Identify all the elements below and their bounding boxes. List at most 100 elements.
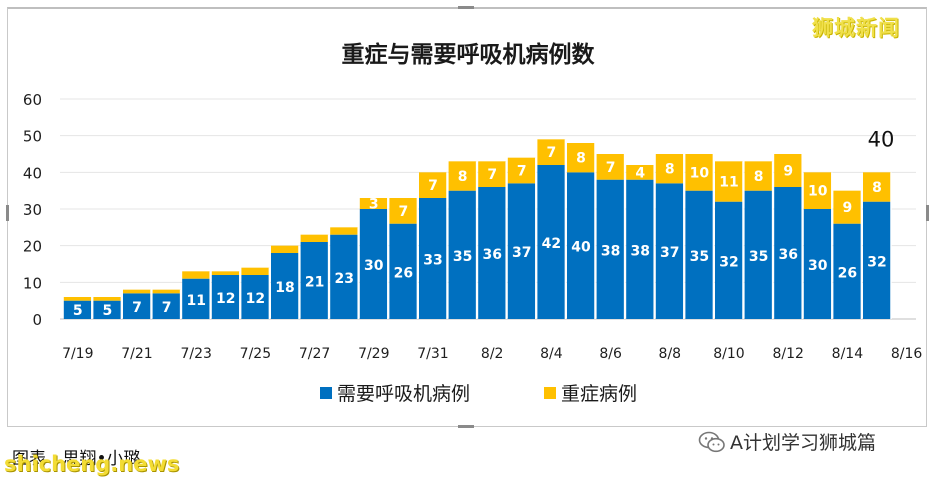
bar-critical (448, 161, 477, 191)
bar-value-label: 18 (275, 280, 294, 296)
x-tick-label: 7/19 (62, 346, 93, 362)
bar-value-label: 35 (453, 249, 472, 265)
bar-ventilator (567, 172, 595, 319)
bar-critical (567, 143, 595, 173)
x-tick-label: 8/10 (713, 346, 744, 362)
bar-value-label: 38 (601, 243, 620, 259)
bar-value-label: 7 (132, 300, 142, 316)
bar-ventilator (123, 293, 151, 319)
bar-critical (685, 154, 714, 191)
bar-value-label: 10 (690, 165, 710, 181)
y-tick-label: 10 (23, 274, 42, 292)
y-tick-label: 0 (32, 311, 42, 329)
bar-value-label: 26 (394, 265, 413, 281)
bar-ventilator (596, 179, 625, 319)
bar-value-label: 9 (783, 164, 793, 180)
x-tick-label: 8/16 (891, 346, 923, 362)
legend-label: 需要呼吸机病例 (337, 383, 470, 405)
bar-value-label: 9 (843, 200, 853, 216)
bar-chart: 重症与需要呼吸机病例数 0 10 20 30 40 50 60 5 5 7 7 11 12 12 18 21… (23, 41, 923, 405)
bar-critical (744, 161, 773, 191)
bar-value-label: 8 (576, 151, 586, 167)
bar-value-label: 35 (690, 249, 709, 265)
bar-value-label: 37 (512, 245, 531, 261)
bar-ventilator (63, 300, 92, 319)
x-tick-label: 7/29 (358, 346, 389, 362)
y-axis-ticks: 0 10 20 30 40 50 60 (23, 91, 42, 329)
bar-ventilator (803, 209, 832, 319)
bar-value-label: 33 (423, 253, 442, 269)
x-tick-label: 8/4 (540, 346, 563, 362)
y-tick-label: 40 (23, 164, 42, 182)
bars: 5 5 7 7 11 12 12 18 21 23 30 3 26 7 33 7 35 8 36 7 37 7 42 7 40 8… (63, 139, 892, 319)
y-tick-label: 20 (23, 238, 42, 256)
bar-critical (182, 271, 211, 279)
bar-ventilator (419, 198, 447, 319)
bar-value-label: 11 (719, 175, 738, 191)
annotations: 40 (868, 127, 895, 151)
bar-value-label: 7 (517, 164, 527, 180)
bar-value-label: 7 (428, 178, 438, 194)
bar-ventilator (478, 187, 507, 319)
bar-value-label: 5 (103, 303, 113, 319)
x-tick-label: 7/21 (121, 346, 152, 362)
annotation-label: 40 (868, 127, 895, 151)
bar-critical (93, 297, 122, 301)
bar-value-label: 38 (630, 243, 649, 259)
bar-value-label: 7 (547, 145, 557, 161)
y-tick-label: 60 (23, 91, 42, 109)
x-tick-label: 8/12 (772, 346, 803, 362)
bar-ventilator (241, 275, 270, 319)
top-resize-handle[interactable] (458, 6, 474, 9)
bar-ventilator (715, 201, 743, 319)
bar-value-label: 32 (719, 254, 738, 270)
brand-watermark: 狮城新闻 (812, 16, 900, 40)
bar-value-label: 10 (808, 184, 828, 200)
bar-value-label: 32 (867, 254, 886, 270)
chart-caption: 图表 : 思翔•小璐 (12, 449, 141, 469)
bar-value-label: 35 (749, 249, 768, 265)
bar-ventilator (626, 179, 655, 319)
bar-value-label: 8 (872, 180, 882, 196)
bar-value-label: 30 (364, 258, 384, 274)
y-tick-label: 50 (23, 128, 42, 146)
bar-ventilator (655, 183, 684, 319)
bar-ventilator (744, 190, 773, 319)
bar-value-label: 12 (246, 291, 265, 307)
bar-value-label: 4 (635, 165, 645, 181)
bar-critical (626, 165, 655, 180)
bar-ventilator (93, 300, 122, 319)
legend-swatch (544, 387, 556, 399)
bar-ventilator (359, 209, 388, 319)
bar-critical (478, 161, 507, 187)
x-tick-label: 8/2 (481, 346, 504, 362)
bar-ventilator (448, 190, 477, 319)
bar-value-label: 40 (571, 240, 591, 256)
bar-value-label: 8 (458, 169, 468, 185)
x-tick-label: 8/6 (599, 346, 622, 362)
bar-value-label: 7 (399, 204, 409, 220)
right-resize-handle[interactable] (926, 205, 929, 221)
bar-critical (833, 190, 862, 224)
bar-critical (507, 157, 536, 184)
bottom-resize-handle[interactable] (458, 425, 474, 428)
x-tick-label: 7/27 (299, 346, 330, 362)
left-resize-handle[interactable] (6, 205, 9, 221)
bar-ventilator (685, 190, 714, 319)
bar-value-label: 3 (369, 197, 379, 213)
bar-critical (419, 172, 447, 198)
bar-ventilator (863, 201, 891, 319)
x-tick-label: 8/8 (659, 346, 682, 362)
wechat-account: A计划学习狮城篇 (698, 428, 876, 455)
chart-title: 重症与需要呼吸机病例数 (342, 41, 596, 68)
bar-critical (63, 297, 92, 301)
x-tick-label: 7/23 (180, 346, 211, 362)
bar-ventilator (182, 278, 211, 319)
bar-ventilator (271, 253, 299, 319)
site-watermark: shicheng.news (4, 452, 180, 476)
bar-critical (715, 161, 743, 202)
bar-critical (655, 154, 684, 184)
bar-critical (596, 154, 625, 180)
x-tick-label: 7/31 (417, 346, 448, 362)
y-tick-label: 30 (23, 201, 42, 219)
